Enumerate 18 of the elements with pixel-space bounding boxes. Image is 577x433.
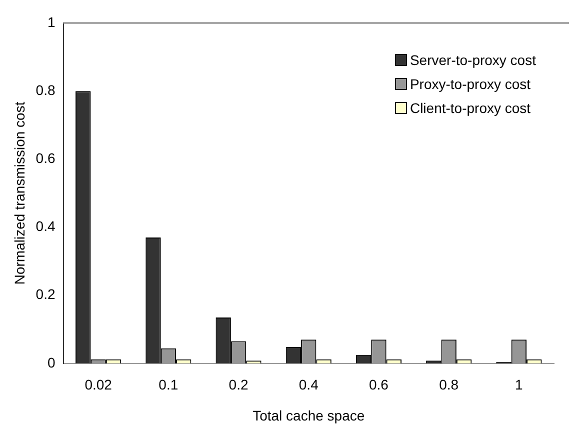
x-tick-label: 0.2 (228, 376, 248, 393)
y-tick-label: 0.4 (36, 218, 56, 234)
legend-label: Server-to-proxy cost (410, 51, 536, 70)
legend-label: Proxy-to-proxy cost (410, 75, 531, 94)
x-tick-label: 0.4 (298, 376, 319, 393)
y-tick-label: 0.2 (36, 286, 56, 302)
x-axis-title: Total cache space (252, 407, 365, 424)
y-tick-label: 0.8 (36, 82, 56, 98)
x-tick-label: 0.1 (158, 376, 178, 393)
y-axis-title: Normalized transmission cost (11, 102, 28, 285)
y-tick-label: 1 (47, 14, 56, 30)
legend-label: Client-to-proxy cost (410, 99, 531, 118)
x-tick-label: 1 (515, 376, 524, 393)
x-tick-label: 0.8 (439, 376, 459, 393)
y-tick-label: 0 (47, 354, 56, 370)
y-tick-label: 0.6 (36, 150, 56, 166)
x-tick-label: 0.02 (84, 376, 112, 393)
x-tick-label: 0.6 (369, 376, 389, 393)
